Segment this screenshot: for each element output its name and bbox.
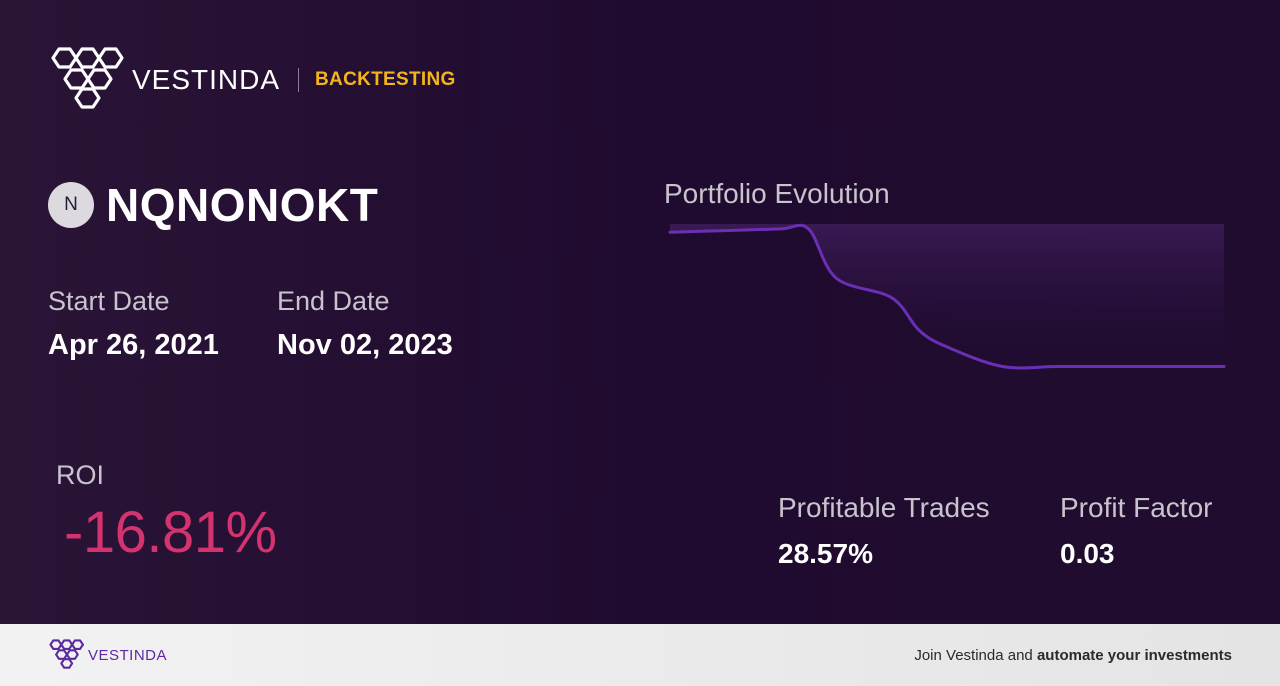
chart-series-line xyxy=(668,223,1226,370)
roi-label: ROI xyxy=(56,460,105,490)
chart-area xyxy=(670,224,1224,368)
roi: ROI -16.81% xyxy=(56,460,277,566)
end-date-value: Nov 02, 2023 xyxy=(277,329,453,361)
start-date-value: Apr 26, 2021 xyxy=(48,329,219,361)
ticker: N NQNONOKT xyxy=(48,178,378,232)
ticker-badge: N xyxy=(48,182,94,228)
brand-tag: BACKTESTING xyxy=(315,69,456,90)
ticker-name: NQNONOKT xyxy=(106,179,379,231)
profitable-trades: Profitable Trades 28.57% xyxy=(778,492,990,570)
brand-divider xyxy=(298,68,300,92)
backtest-card: VESTINDA BACKTESTING N NQNONOKT Start Da… xyxy=(48,46,1226,570)
chart-title: Portfolio Evolution xyxy=(664,178,890,209)
portfolio-evolution-chart xyxy=(668,223,1226,370)
vestinda-hex-logo-icon xyxy=(49,639,84,669)
profit-factor: Profit Factor 0.03 xyxy=(1060,492,1212,570)
start-date-label: Start Date xyxy=(48,286,170,316)
roi-value: -16.81% xyxy=(64,500,277,565)
end-date-label: End Date xyxy=(277,286,390,316)
profit-factor-value: 0.03 xyxy=(1060,538,1115,569)
end-date: End Date Nov 02, 2023 xyxy=(277,286,453,362)
profit-factor-label: Profit Factor xyxy=(1060,492,1213,523)
footer-cta-prefix: Join Vestinda and xyxy=(914,646,1037,664)
footer-brand-name: VESTINDA xyxy=(88,646,168,664)
footer-cta-bold: automate your investments xyxy=(1036,646,1232,664)
brand-name: VESTINDA xyxy=(132,64,281,95)
vestinda-hex-logo-icon xyxy=(51,47,124,109)
footer-cta[interactable]: Join Vestinda and automate your investme… xyxy=(914,647,1232,664)
footer: VESTINDA Join Vestinda and automate your… xyxy=(0,624,1280,686)
profitable-trades-value: 28.57% xyxy=(778,538,873,569)
footer-brand[interactable]: VESTINDA xyxy=(48,639,167,671)
profitable-trades-label: Profitable Trades xyxy=(778,492,990,523)
start-date: Start Date Apr 26, 2021 xyxy=(48,286,219,362)
header-brand[interactable]: VESTINDA BACKTESTING xyxy=(48,46,456,114)
